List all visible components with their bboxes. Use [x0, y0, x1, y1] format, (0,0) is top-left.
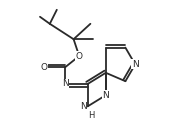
Text: N: N [132, 60, 139, 69]
Text: N: N [80, 102, 87, 111]
Text: N: N [102, 91, 109, 100]
Text: N: N [62, 80, 69, 88]
Text: O: O [76, 52, 83, 60]
Text: H: H [88, 111, 94, 120]
Text: O: O [41, 63, 48, 72]
